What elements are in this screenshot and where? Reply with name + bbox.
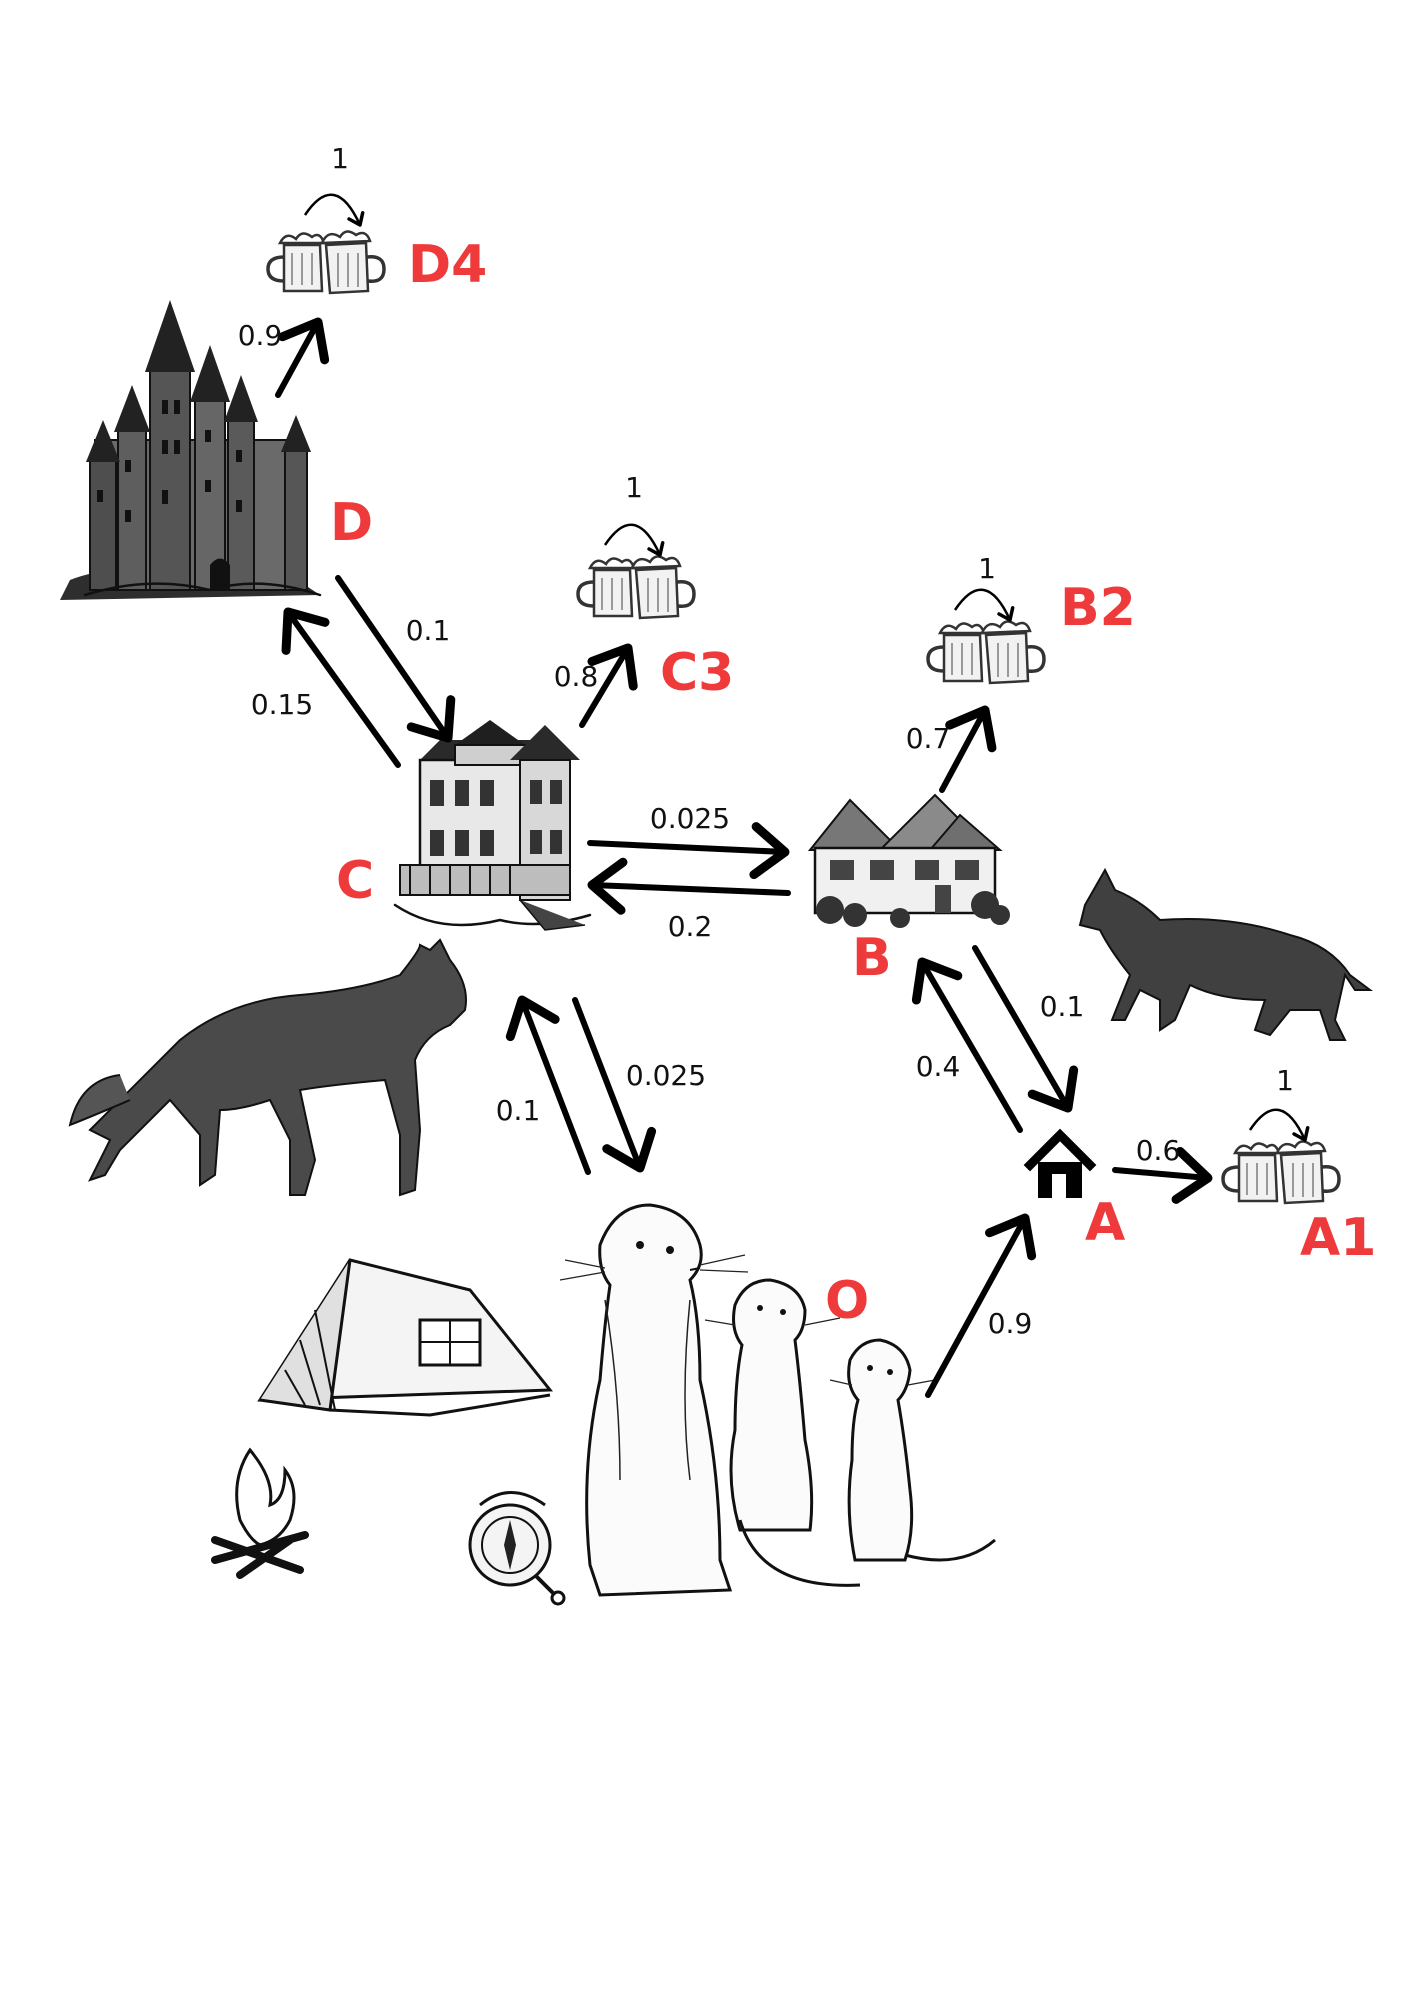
node-label-O: O xyxy=(825,1271,869,1331)
prob-B-B2: 0.7 xyxy=(906,722,951,755)
home-icon xyxy=(1023,1128,1097,1198)
prob-C-O: 0.025 xyxy=(626,1059,706,1092)
meerkats-icon xyxy=(559,1203,996,1597)
beer-mugs-icon xyxy=(1221,1139,1341,1205)
castle-icon xyxy=(60,300,322,600)
prob-D-C: 0.1 xyxy=(406,614,451,647)
node-label-D4: D4 xyxy=(408,235,487,295)
prob-A-A1: 0.6 xyxy=(1136,1134,1181,1167)
prob-D4-loop: 1 xyxy=(331,142,349,175)
edge-O-A xyxy=(925,1213,1037,1398)
prob-B-A: 0.1 xyxy=(1040,990,1085,1023)
edge-B-B2 xyxy=(939,705,997,793)
edge-B-A xyxy=(972,945,1079,1113)
prob-C3-loop: 1 xyxy=(625,471,643,504)
edge-C-D xyxy=(281,607,401,768)
wolf-icon xyxy=(68,938,467,1197)
beer-mugs-icon xyxy=(576,554,696,620)
prob-B2-loop: 1 xyxy=(978,552,996,585)
edge-A-A1 xyxy=(1112,1147,1213,1204)
prob-C-B: 0.025 xyxy=(650,802,730,835)
node-label-A1: A1 xyxy=(1300,1208,1376,1268)
prob-C-D: 0.15 xyxy=(251,688,313,721)
prob-A1-loop: 1 xyxy=(1276,1064,1294,1097)
cottage-icon xyxy=(807,793,1010,928)
wolf-icon xyxy=(1078,867,1373,1041)
prob-O-A: 0.9 xyxy=(988,1307,1033,1340)
edge-D-C xyxy=(335,575,456,743)
prob-C-C3: 0.8 xyxy=(554,660,599,693)
edge-C-B xyxy=(587,822,790,880)
prob-D-D4: 0.9 xyxy=(238,319,283,352)
beer-mugs-icon xyxy=(926,619,1046,685)
edge-D-D4 xyxy=(275,317,330,398)
self-loop-B2 xyxy=(953,588,1015,622)
prob-O-C: 0.1 xyxy=(496,1094,541,1127)
node-label-B2: B2 xyxy=(1060,578,1136,638)
node-label-A: A xyxy=(1085,1193,1125,1253)
edge-A-B xyxy=(911,957,1023,1133)
node-label-C: C xyxy=(336,851,374,911)
self-loop-A1 xyxy=(1248,1108,1310,1142)
prob-A-B: 0.4 xyxy=(916,1050,961,1083)
edge-B-C xyxy=(587,857,791,915)
edge-C-O xyxy=(572,997,657,1173)
beer-mugs-icon xyxy=(266,229,386,295)
node-label-C3: C3 xyxy=(660,643,734,703)
node-label-D: D xyxy=(330,493,373,553)
campfire-icon xyxy=(211,1447,309,1579)
victorian-mansion-icon xyxy=(393,720,592,931)
self-loop-D4 xyxy=(303,193,365,227)
self-loop-C3 xyxy=(603,523,665,557)
compass-icon xyxy=(468,1491,566,1606)
edge-C-C3 xyxy=(579,643,638,728)
node-label-B: B xyxy=(852,928,892,988)
prob-B-C: 0.2 xyxy=(668,910,713,943)
edge-O-C xyxy=(505,995,591,1175)
tent-icon xyxy=(257,1258,554,1417)
